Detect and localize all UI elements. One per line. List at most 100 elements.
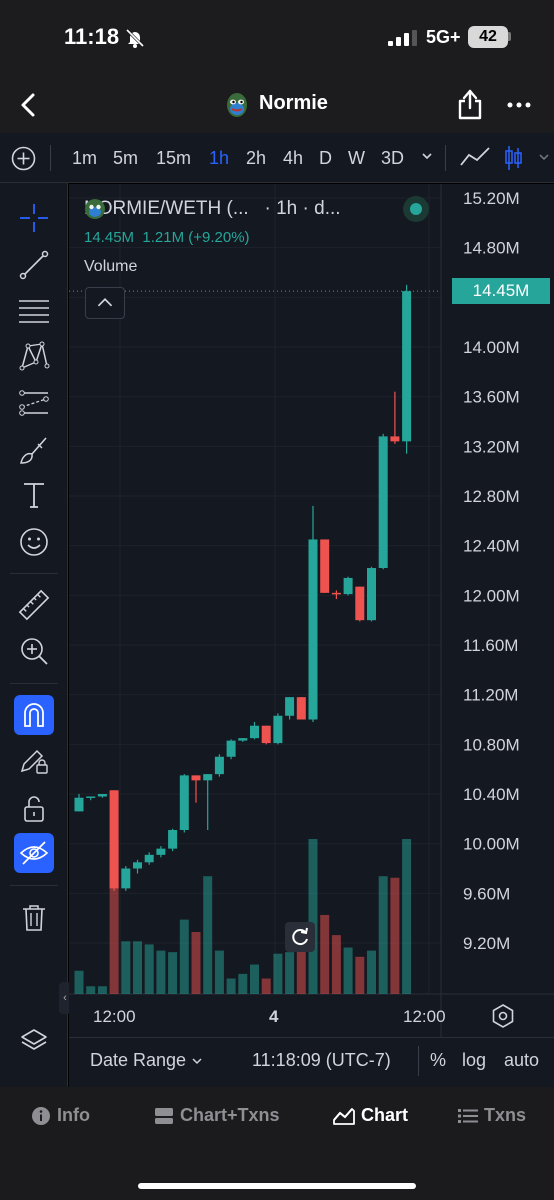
candle-body [203, 774, 213, 781]
tab-txns[interactable]: Txns [458, 1105, 526, 1126]
layers-icon[interactable] [20, 1027, 48, 1055]
legend-symbol[interactable]: NORMIE/WETH (... · 1h · d... [84, 198, 341, 220]
reset-chart-button[interactable] [285, 922, 315, 952]
forecast-tool[interactable] [14, 383, 54, 423]
text-tool[interactable] [14, 475, 54, 515]
battery-cap [508, 32, 511, 41]
volume-bar [273, 953, 283, 994]
brush-tool[interactable] [14, 430, 54, 470]
candle-body [97, 794, 107, 797]
volume-bar [179, 919, 189, 994]
hide-drawings-tool[interactable] [14, 833, 54, 873]
price-axis-label: 9.60M [463, 884, 510, 903]
delete-tool[interactable] [14, 897, 54, 937]
magnet-tool[interactable] [14, 695, 54, 735]
home-indicator [138, 1183, 416, 1189]
percent-scale-button[interactable]: % [430, 1050, 447, 1070]
candle-body [378, 436, 388, 569]
price-axis-label: 12.00M [463, 586, 520, 605]
line-chart-icon[interactable] [459, 145, 491, 169]
date-range-button[interactable]: Date Range [90, 1050, 203, 1071]
tab-chart-label: Chart [361, 1105, 409, 1125]
volume-bar [355, 956, 365, 994]
volume-bar [296, 950, 306, 994]
crosshair-tool[interactable] [14, 198, 54, 238]
fib-retracement-icon [19, 300, 49, 323]
price-axis-label: 9.20M [463, 934, 510, 953]
volume-bar [320, 914, 330, 994]
candle-body [74, 797, 84, 812]
interval-3d[interactable]: 3D [381, 148, 405, 168]
volume-bar [74, 970, 84, 994]
price-axis-label: 14.80M [463, 239, 520, 258]
toolbar-collapse-button[interactable]: ‹ [59, 982, 71, 1014]
more-options-button[interactable] [506, 92, 532, 118]
pair-avatar-icon [85, 199, 105, 219]
back-button[interactable] [14, 90, 44, 120]
interval-1m[interactable]: 1m [72, 148, 98, 168]
zoom-in-tool[interactable] [14, 631, 54, 671]
interval-15m[interactable]: 15m [156, 148, 192, 168]
candle-body [133, 862, 142, 869]
log-scale-button[interactable]: log [462, 1050, 487, 1070]
volume-bar [191, 932, 201, 994]
tab-chart[interactable]: Chart [333, 1105, 408, 1126]
candle-body [109, 790, 119, 889]
text-icon [24, 483, 44, 508]
candle-body [367, 568, 376, 621]
unlock-icon [24, 796, 44, 822]
strip-divider [418, 1046, 419, 1076]
tab-chart-txns[interactable]: Chart+Txns [154, 1105, 280, 1126]
toolbar-separator [10, 683, 58, 684]
trend-line-tool[interactable] [14, 245, 54, 285]
interval-1h[interactable]: 1h [209, 148, 230, 168]
legend-collapse-button[interactable] [85, 287, 125, 319]
network-label: 5G+ [426, 27, 461, 47]
volume-bar [121, 941, 131, 994]
candle-body [331, 592, 341, 595]
price-axis-label: 11.60M [463, 636, 518, 655]
ruler-tool[interactable] [14, 585, 54, 625]
page-title: Normie [259, 92, 328, 114]
price-axis-label: 10.00M [463, 835, 520, 854]
share-button[interactable] [456, 88, 484, 120]
price-axis-label: 13.20M [463, 437, 520, 456]
tab-info[interactable]: Info [31, 1105, 90, 1126]
info-icon [32, 1106, 50, 1125]
volume-bar [390, 877, 400, 994]
legend-last-value: 14.45M [84, 229, 135, 246]
trend-line-icon [19, 250, 49, 280]
interval-4h[interactable]: 4h [283, 148, 304, 168]
volume-bar [156, 950, 166, 994]
pattern-tool[interactable] [14, 336, 54, 376]
settings-icon[interactable] [490, 1003, 516, 1029]
lock-all-tool[interactable] [14, 788, 54, 828]
volume-bar [285, 952, 295, 994]
interval-5m[interactable]: 5m [113, 148, 139, 168]
volume-bar [97, 986, 107, 994]
chevron-down-icon[interactable] [420, 149, 434, 163]
add-indicator-button[interactable] [11, 146, 36, 171]
pencil-lock-icon [20, 749, 48, 774]
tab-txns-label: Txns [484, 1105, 527, 1125]
interval-w[interactable]: W [348, 148, 365, 168]
volume-bar [308, 839, 318, 994]
interval-2h[interactable]: 2h [246, 148, 267, 168]
candle-body [214, 756, 224, 775]
candles-icon[interactable] [503, 145, 551, 171]
emoji-tool[interactable] [14, 522, 54, 562]
smiley-icon [20, 528, 48, 556]
candle-body [296, 697, 306, 720]
drawing-toolbar [0, 183, 68, 1087]
candlestick-chart[interactable]: 15.20M 14.80M 14.00M 13.60M 13.20M 12.80M 12.4… [69, 184, 554, 1037]
fib-tool[interactable] [14, 291, 54, 331]
interval-d[interactable]: D [319, 148, 332, 168]
candle-body [402, 291, 412, 442]
legend-volume-label[interactable]: Volume [84, 258, 138, 275]
volume-bar [261, 978, 271, 994]
auto-scale-button[interactable]: auto [504, 1050, 540, 1070]
candle-body [273, 715, 283, 744]
volume-bar [133, 941, 142, 994]
lock-drawing-tool[interactable] [14, 741, 54, 781]
timezone-clock[interactable]: 11:18:09 (UTC-7) [252, 1050, 391, 1070]
